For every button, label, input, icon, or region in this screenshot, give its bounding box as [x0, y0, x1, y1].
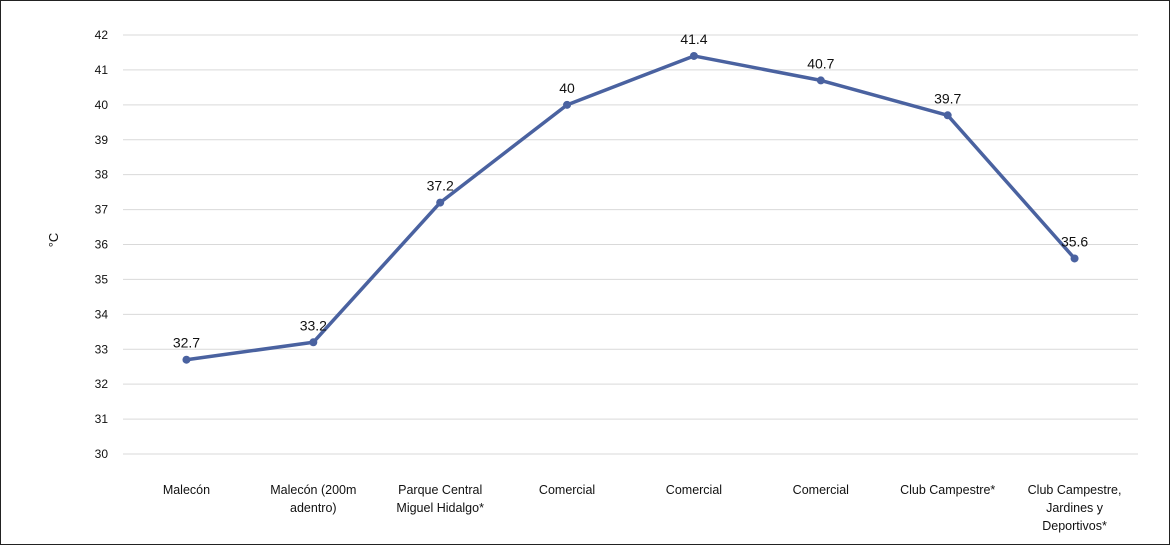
x-axis-labels: Malecón Malecón (200m adentro) Parque Centr…	[163, 483, 1122, 533]
x-category-label: Comercial	[666, 483, 722, 497]
data-label: 35.6	[1061, 233, 1088, 249]
x-category-label: Comercial	[793, 483, 849, 497]
data-point	[182, 355, 191, 364]
x-category-label: Club Campestre, Jardines y Deportivos*	[1028, 483, 1122, 533]
y-tick-label: 38	[95, 168, 109, 182]
y-tick-label: 40	[95, 98, 109, 112]
data-label: 40.7	[807, 55, 834, 71]
data-point	[1070, 254, 1079, 263]
y-tick-label: 41	[95, 63, 109, 77]
data-label: 40	[559, 80, 575, 96]
y-tick-label: 30	[95, 447, 109, 461]
x-category-label: Parque Central Miguel Hidalgo*	[396, 483, 484, 515]
y-tick-label: 31	[95, 412, 109, 426]
x-category-label: Comercial	[539, 483, 595, 497]
y-tick-label: 36	[95, 238, 109, 252]
y-tick-label: 35	[95, 272, 109, 286]
y-tick-label: 39	[95, 133, 109, 147]
x-category-label: Club Campestre*	[900, 483, 995, 497]
data-label: 37.2	[427, 178, 454, 194]
y-tick-label: 42	[95, 28, 109, 42]
y-tick-label: 32	[95, 377, 109, 391]
y-tick-label: 37	[95, 203, 109, 217]
y-axis-ticks: 30 31 32 33 34 35 36 37 38 39 40 41 42	[95, 28, 109, 461]
data-labels: 32.7 33.2 37.2 40 41.4 40.7 39.7 35.6	[173, 31, 1089, 351]
data-label: 32.7	[173, 335, 200, 351]
data-point	[436, 198, 445, 207]
series-temperature	[182, 51, 1079, 364]
x-category-label: Malecón	[163, 483, 210, 497]
x-category-label: Malecón (200m adentro)	[270, 483, 356, 515]
series-line	[184, 54, 1077, 362]
data-point	[309, 338, 318, 347]
data-point	[563, 100, 572, 109]
y-tick-label: 33	[95, 342, 109, 356]
data-label: 39.7	[934, 90, 961, 106]
data-label: 33.2	[300, 317, 327, 333]
data-point	[816, 76, 825, 85]
data-label: 41.4	[680, 31, 707, 47]
data-point	[943, 111, 952, 120]
y-tick-label: 34	[95, 307, 109, 321]
y-axis-title: °C	[46, 233, 61, 248]
gridlines	[123, 34, 1138, 455]
data-point	[689, 51, 698, 60]
